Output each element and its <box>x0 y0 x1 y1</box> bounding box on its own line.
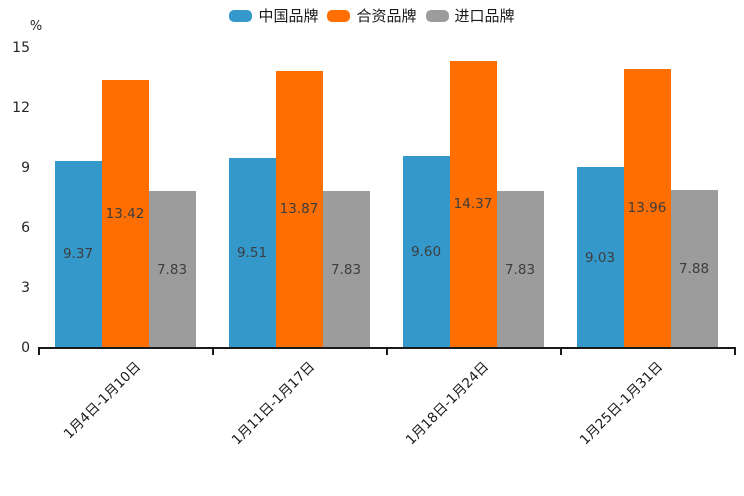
x-axis-line <box>38 347 736 349</box>
bar-value-label: 9.37 <box>62 246 94 263</box>
chart-legend: 中国品牌 合资品牌 进口品牌 <box>0 8 744 24</box>
bar-china-brand <box>228 157 276 348</box>
y-axis-tick-label: 9 <box>21 160 30 176</box>
legend-item-imported-brand[interactable]: 进口品牌 <box>425 7 515 25</box>
bar-joint-venture-brand <box>449 60 497 348</box>
bar-value-label: 7.83 <box>504 261 536 278</box>
bar-value-label: 9.60 <box>410 244 442 260</box>
bar-imported-brand <box>148 191 196 348</box>
y-axis-unit-label: % <box>29 19 43 34</box>
x-axis-tick-mark <box>734 349 736 355</box>
bar-joint-venture-brand <box>623 68 671 348</box>
x-axis-category-label: 1月25日-1月31日 <box>576 358 667 449</box>
bar-value-label: 7.83 <box>156 261 188 278</box>
legend-item-joint-venture-brand[interactable]: 合资品牌 <box>327 7 417 25</box>
x-axis-tick-mark <box>38 349 40 355</box>
bar-value-label: 13.87 <box>279 201 319 218</box>
legend-item-china-brand[interactable]: 中国品牌 <box>229 8 318 24</box>
bar-china-brand <box>402 156 450 348</box>
x-axis-category-label: 1月4日-1月10日 <box>60 358 145 443</box>
legend-swatch-imported-brand-icon <box>425 10 449 22</box>
bar-joint-venture-brand <box>275 70 323 348</box>
bar-value-label: 14.37 <box>453 196 493 213</box>
bar-value-label: 7.83 <box>330 261 362 278</box>
bar-imported-brand <box>322 191 370 348</box>
bar-joint-venture-brand <box>101 79 149 348</box>
y-axis-tick-label: 12 <box>12 100 30 116</box>
bar-value-label: 13.96 <box>627 200 667 217</box>
bar-china-brand <box>576 167 624 348</box>
x-axis-tick-mark <box>212 349 214 355</box>
bar-imported-brand <box>670 190 718 348</box>
legend-label-china-brand: 中国品牌 <box>258 7 319 25</box>
bar-value-label: 9.03 <box>584 249 616 266</box>
bar-china-brand <box>54 160 102 348</box>
legend-label-imported-brand: 进口品牌 <box>454 7 515 25</box>
x-axis-tick-mark <box>560 349 562 355</box>
y-axis-tick-label: 15 <box>12 40 30 56</box>
bar-value-label: 13.42 <box>105 205 145 222</box>
x-axis-tick-mark <box>386 349 388 355</box>
bar-value-label: 9.51 <box>236 244 268 261</box>
x-axis-category-label: 1月18日-1月24日 <box>402 358 493 449</box>
legend-swatch-china-brand-icon <box>229 10 253 22</box>
legend-swatch-joint-venture-brand-icon <box>327 10 351 22</box>
y-axis-tick-label: 3 <box>21 280 30 296</box>
legend-label-joint-venture-brand: 合资品牌 <box>356 7 417 25</box>
y-axis-tick-label: 0 <box>21 340 30 356</box>
y-axis-tick-label: 6 <box>21 220 30 236</box>
x-axis-category-label: 1月11日-1月17日 <box>228 358 319 449</box>
bar-value-label: 7.88 <box>678 261 710 278</box>
bar-imported-brand <box>496 191 544 348</box>
